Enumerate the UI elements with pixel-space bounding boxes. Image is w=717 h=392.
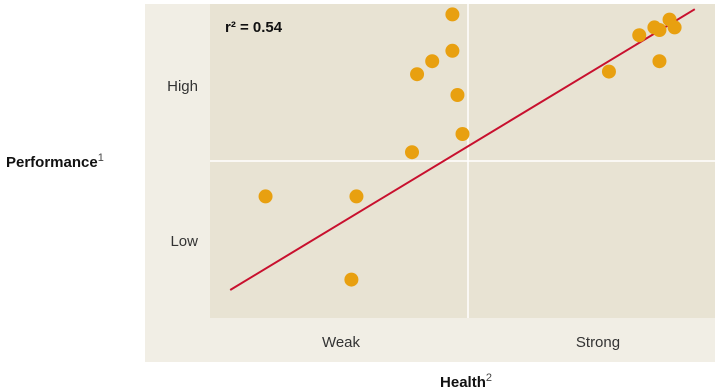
- trend-line: [229, 8, 696, 291]
- data-point-10: [450, 88, 465, 102]
- data-point-14: [652, 54, 667, 69]
- y-axis-title-text: Performance: [6, 154, 98, 171]
- data-point-5: [455, 127, 470, 141]
- x-axis-title: Health2: [440, 372, 492, 391]
- data-point-9: [445, 7, 460, 22]
- y-axis-title: Performance1: [6, 152, 104, 171]
- data-point-16: [667, 20, 682, 35]
- data-point-3: [344, 272, 359, 287]
- data-point-4: [405, 145, 419, 160]
- data-point-17: [652, 23, 667, 37]
- x-axis-title-sup: 2: [486, 372, 492, 384]
- y-axis-title-sup: 1: [98, 152, 104, 164]
- y-tick-label-low: Low: [170, 233, 198, 250]
- x-tick-label-weak: Weak: [322, 334, 361, 351]
- data-point-8: [445, 43, 460, 58]
- data-point-11: [601, 64, 616, 79]
- x-tick-label-strong: Strong: [576, 334, 620, 351]
- x-axis-title-text: Health: [440, 374, 486, 391]
- y-tick-label-high: High: [167, 78, 198, 95]
- data-point-1: [258, 189, 273, 204]
- data-point-2: [349, 189, 364, 204]
- data-point-7: [425, 54, 440, 69]
- data-point-12: [632, 28, 647, 43]
- r-squared-annotation: r² = 0.54: [225, 19, 283, 36]
- data-point-6: [410, 67, 425, 82]
